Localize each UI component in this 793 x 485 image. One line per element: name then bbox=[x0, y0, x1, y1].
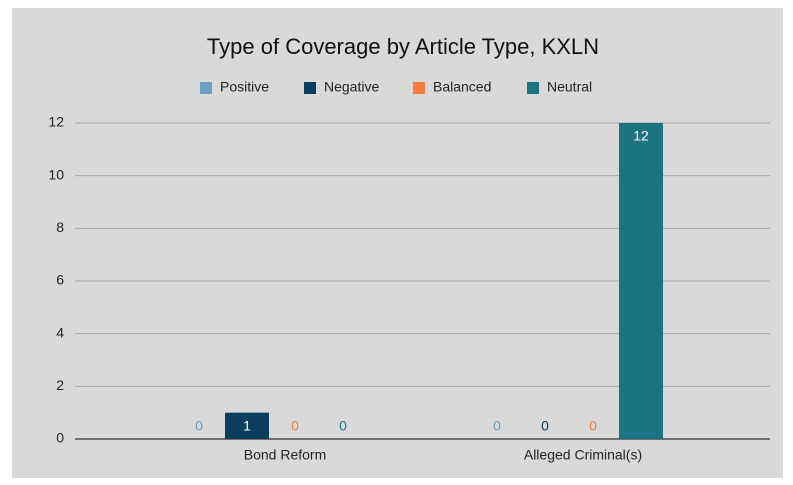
legend-label: Positive bbox=[220, 79, 269, 95]
y-tick-label: 2 bbox=[56, 377, 64, 393]
y-tick-label: 0 bbox=[56, 430, 64, 446]
data-label: 0 bbox=[493, 418, 501, 434]
legend-label: Neutral bbox=[547, 79, 592, 95]
data-label: 0 bbox=[195, 418, 203, 434]
data-label: 0 bbox=[541, 418, 549, 434]
bar bbox=[225, 412, 269, 439]
legend-label: Negative bbox=[324, 79, 379, 95]
chart-title: Type of Coverage by Article Type, KXLN bbox=[207, 34, 599, 59]
legend-swatch bbox=[200, 82, 212, 94]
y-tick-label: 8 bbox=[56, 219, 64, 235]
y-tick-label: 6 bbox=[56, 272, 64, 288]
chart-background bbox=[12, 8, 783, 478]
legend-label: Balanced bbox=[433, 79, 491, 95]
y-tick-label: 10 bbox=[48, 166, 64, 182]
x-tick-label: Alleged Criminal(s) bbox=[524, 447, 642, 463]
data-label: 0 bbox=[291, 418, 299, 434]
y-tick-label: 12 bbox=[48, 114, 64, 130]
bar bbox=[619, 123, 663, 439]
y-tick-label: 4 bbox=[56, 324, 64, 340]
legend-swatch bbox=[527, 82, 539, 94]
x-tick-label: Bond Reform bbox=[244, 447, 326, 463]
data-label: 1 bbox=[243, 417, 251, 433]
data-label: 12 bbox=[633, 128, 649, 144]
data-label: 0 bbox=[589, 418, 597, 434]
legend-swatch bbox=[413, 82, 425, 94]
data-label: 0 bbox=[339, 418, 347, 434]
legend-swatch bbox=[304, 82, 316, 94]
